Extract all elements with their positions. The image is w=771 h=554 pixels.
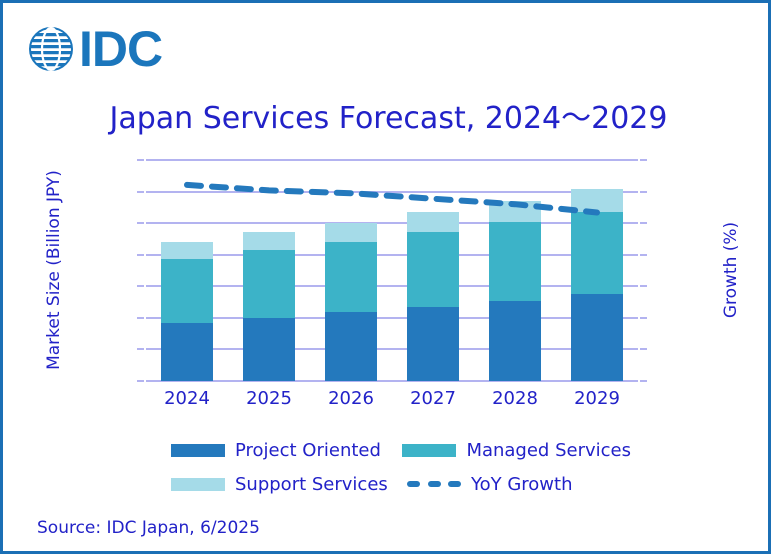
bar-segment[interactable]: [243, 317, 295, 381]
y-axis-right-tick: [640, 190, 647, 193]
gridline: [146, 380, 638, 382]
gridline: [146, 316, 638, 319]
bar-group[interactable]: [325, 223, 377, 381]
legend-item-managed-services[interactable]: Managed Services: [402, 440, 631, 461]
legend-label-managed-services: Managed Services: [466, 439, 631, 461]
yoy-growth-line: [184, 181, 600, 216]
bar-segment[interactable]: [161, 242, 213, 260]
gridline: [146, 159, 638, 161]
y-axis-right-tick: [640, 222, 647, 225]
y-axis-left-tick: [137, 159, 144, 161]
y-axis-right-tick: [640, 159, 647, 161]
bar-group[interactable]: [489, 201, 541, 381]
legend-swatch-yoy-growth: [407, 478, 461, 491]
legend-item-support-services[interactable]: Support Services: [171, 474, 407, 495]
y-axis-left-tick: [137, 253, 144, 256]
bar-segment[interactable]: [489, 300, 541, 381]
plot-area: 02,0004,0006,0008,00010,00012,00014,000 …: [44, 159, 741, 409]
chart-legend: Project Oriented Managed Services Suppor…: [171, 433, 631, 501]
x-axis-tick-label: 2026: [328, 388, 374, 409]
y-axis-left-tick: [137, 380, 144, 382]
y-axis-right-tick: [640, 316, 647, 319]
bar-segment[interactable]: [243, 249, 295, 318]
x-axis-tick-label: 2029: [574, 388, 620, 409]
x-axis-tick-label: 2025: [246, 388, 292, 409]
legend-label-project-oriented: Project Oriented: [235, 439, 381, 461]
idc-wordmark: IDC: [79, 21, 163, 77]
bar-segment[interactable]: [571, 189, 623, 213]
bar-segment[interactable]: [325, 223, 377, 243]
x-axis-tick-label: 2024: [164, 388, 210, 409]
y-axis-left-title: Market Size (Billion JPY): [44, 170, 64, 370]
chart-title: Japan Services Forecast, 2024〜2029: [109, 101, 668, 136]
legend-swatch-project-oriented: [171, 443, 225, 457]
yoy-growth-path[interactable]: [184, 181, 600, 216]
gridline: [146, 253, 638, 256]
idc-logo: IDC: [27, 21, 163, 77]
bar-group[interactable]: [571, 189, 623, 381]
y-axis-right-tick: [640, 348, 647, 351]
legend-item-project-oriented[interactable]: Project Oriented: [171, 440, 402, 461]
source-note: Source: IDC Japan, 6/2025: [37, 518, 260, 538]
gridline: [146, 222, 638, 225]
bar-segment[interactable]: [407, 212, 459, 232]
legend-swatch-managed-services: [402, 443, 457, 457]
x-axis-tick-label: 2028: [492, 388, 538, 409]
bar-segment[interactable]: [407, 231, 459, 307]
bar-segment[interactable]: [571, 212, 623, 295]
idc-globe-icon: [27, 25, 75, 73]
y-axis-left-tick: [137, 348, 144, 351]
legend-item-yoy-growth[interactable]: YoY Growth: [407, 474, 573, 495]
gridline: [146, 285, 638, 288]
bar-group[interactable]: [161, 242, 213, 381]
bar-segment[interactable]: [407, 306, 459, 381]
bar-group[interactable]: [407, 212, 459, 381]
legend-swatch-support-services: [171, 477, 225, 491]
legend-label-yoy-growth: YoY Growth: [471, 473, 573, 495]
y-axis-right-title: Growth (%): [721, 221, 741, 319]
bar-segment[interactable]: [161, 259, 213, 323]
legend-row-1: Project Oriented Managed Services: [171, 433, 631, 467]
y-axis-left-tick: [137, 316, 144, 319]
y-axis-left-tick: [137, 285, 144, 288]
bar-segment[interactable]: [325, 242, 377, 313]
bar-segment[interactable]: [161, 322, 213, 381]
bar-segment[interactable]: [489, 221, 541, 301]
legend-label-support-services: Support Services: [235, 473, 388, 495]
y-axis-right-tick: [640, 253, 647, 256]
legend-row-2: Support Services YoY Growth: [171, 467, 631, 501]
bar-group[interactable]: [243, 231, 295, 381]
bar-segment[interactable]: [325, 312, 377, 381]
y-axis-right-tick: [640, 380, 647, 382]
bar-segment[interactable]: [243, 231, 295, 250]
y-axis-right-tick: [640, 285, 647, 288]
y-axis-left-tick: [137, 190, 144, 193]
y-axis-left-tick: [137, 222, 144, 225]
bar-segment[interactable]: [571, 294, 623, 381]
gridline: [146, 190, 638, 193]
gridline: [146, 348, 638, 351]
x-axis-tick-label: 2027: [410, 388, 456, 409]
